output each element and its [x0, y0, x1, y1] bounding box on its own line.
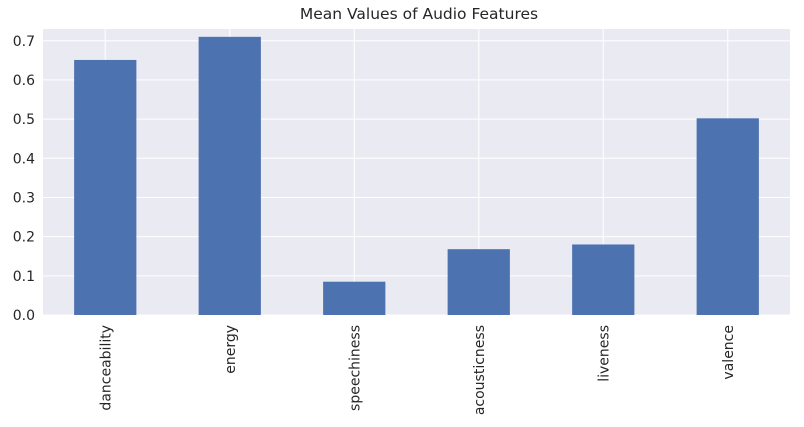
- y-axis-tick-labels: 0.0 0.1 0.2 0.3 0.4 0.5 0.6 0.7: [13, 34, 35, 324]
- chart-title: Mean Values of Audio Features: [300, 5, 538, 23]
- x-tick-label: liveness: [596, 325, 612, 382]
- y-tick-label: 0.3: [13, 190, 35, 206]
- y-tick-label: 0.7: [13, 34, 35, 50]
- y-tick-label: 0.4: [13, 151, 35, 167]
- bar-valence: [696, 118, 759, 316]
- x-tick-label: energy: [223, 325, 239, 374]
- bar-energy: [198, 36, 261, 315]
- plot-area: [43, 29, 790, 315]
- y-tick-label: 0.6: [13, 73, 35, 89]
- y-tick-label: 0.2: [13, 230, 35, 246]
- x-tick-label: speechiness: [347, 325, 363, 411]
- y-tick-label: 0.1: [13, 269, 35, 285]
- x-tick-label: valence: [721, 325, 737, 380]
- x-axis-tick-labels: danceability energy speechiness acousticnes…: [98, 325, 737, 415]
- y-tick-label: 0.0: [13, 308, 35, 324]
- x-tick-label: acousticness: [472, 325, 488, 415]
- x-tick-label: danceability: [98, 325, 114, 411]
- bar-acousticness: [447, 249, 510, 315]
- y-tick-label: 0.5: [13, 112, 35, 128]
- bars: [74, 36, 759, 316]
- bar-speechiness: [323, 281, 386, 315]
- bar-danceability: [74, 59, 137, 315]
- bar-liveness: [572, 244, 635, 315]
